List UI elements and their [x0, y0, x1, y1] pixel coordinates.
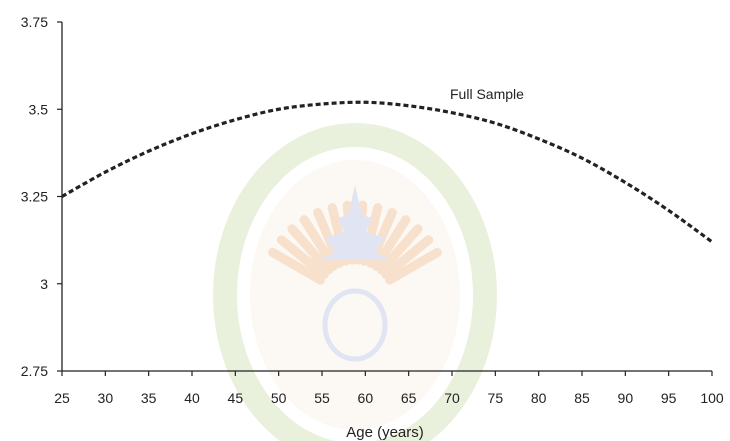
seal-inner-field	[250, 160, 460, 430]
x-tick-label: 50	[271, 390, 287, 406]
seal-flame-ray	[377, 224, 423, 275]
y-tick-label: 3.75	[21, 14, 48, 30]
series-line-full-sample	[61, 100, 713, 244]
seal-stupa-emblem	[318, 185, 392, 260]
seal-outer-ring	[213, 123, 497, 441]
x-tick-label: 45	[228, 390, 244, 406]
seal-flame-ray	[287, 224, 333, 275]
seal-flame-ray	[381, 235, 434, 280]
y-tick-label: 3.5	[29, 101, 49, 117]
x-axis-title: Age (years)	[346, 424, 424, 441]
x-tick-label: 30	[98, 390, 114, 406]
seal-center-medallion	[322, 288, 388, 362]
university-seal-watermark	[213, 123, 497, 441]
seal-flame-ray	[385, 248, 442, 285]
x-tick-label: 75	[488, 390, 504, 406]
x-tick-label: 60	[358, 390, 374, 406]
y-tick-label: 3.25	[21, 189, 48, 205]
y-tick-label: 3	[40, 276, 48, 292]
x-tick-label: 35	[141, 390, 157, 406]
x-tick-label: 40	[184, 390, 200, 406]
series-label-full-sample: Full Sample	[450, 86, 524, 102]
x-tick-label: 70	[444, 390, 460, 406]
series-layer	[61, 100, 713, 244]
x-tick-label: 55	[314, 390, 330, 406]
x-tick-label: 65	[401, 390, 417, 406]
x-tick-label: 90	[618, 390, 634, 406]
x-tick-label: 100	[700, 390, 724, 406]
seal-flame-ray	[276, 235, 329, 280]
x-axis-ticks: 25 30 35 40 45 50 55 60 65 70 75 80 85 90 95 100	[54, 371, 724, 406]
y-axis-ticks: 3.75 3.5 3.25 3 2.75	[21, 14, 62, 379]
seal-flame-ray	[268, 248, 325, 285]
y-tick-label: 2.75	[21, 363, 48, 379]
x-tick-label: 80	[531, 390, 547, 406]
x-tick-label: 25	[54, 390, 70, 406]
x-tick-label: 95	[661, 390, 677, 406]
x-tick-label: 85	[574, 390, 590, 406]
